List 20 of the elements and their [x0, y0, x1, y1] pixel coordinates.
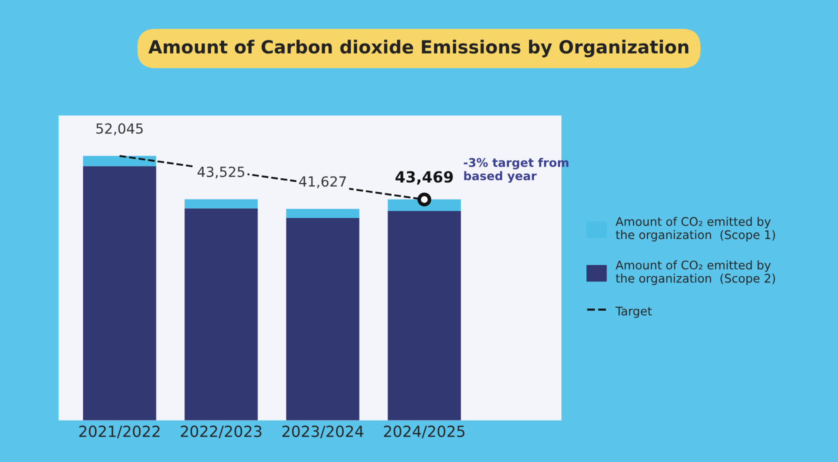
chart-title: Amount of Carbon dioxide Emissions by Organization — [148, 40, 688, 58]
legend-label: Amount of CO₂ emitted by the organization (Scope 2) — [616, 260, 775, 286]
legend-label: Amount of CO₂ emitted by the organization (Scope 1) — [616, 216, 775, 242]
total-label: 43,525 — [198, 166, 244, 179]
x-tick-label: 2023/2024 — [282, 426, 364, 438]
data-label: 43,469 — [396, 171, 453, 185]
bar — [184, 199, 258, 208]
total-label: 41,627 — [299, 176, 346, 188]
total-label: 52,045 — [96, 123, 143, 136]
x-tick-label: 2022/2023 — [180, 426, 262, 438]
x-tick-label: 2024/2025 — [384, 426, 464, 438]
bar — [83, 166, 156, 420]
bar — [388, 199, 461, 212]
bar — [83, 156, 156, 166]
legend-label: Target — [615, 306, 652, 318]
bar — [286, 218, 360, 420]
bar — [184, 208, 258, 420]
bar — [388, 211, 461, 420]
bar — [286, 208, 360, 218]
x-tick-label: 2021/2022 — [79, 426, 160, 438]
